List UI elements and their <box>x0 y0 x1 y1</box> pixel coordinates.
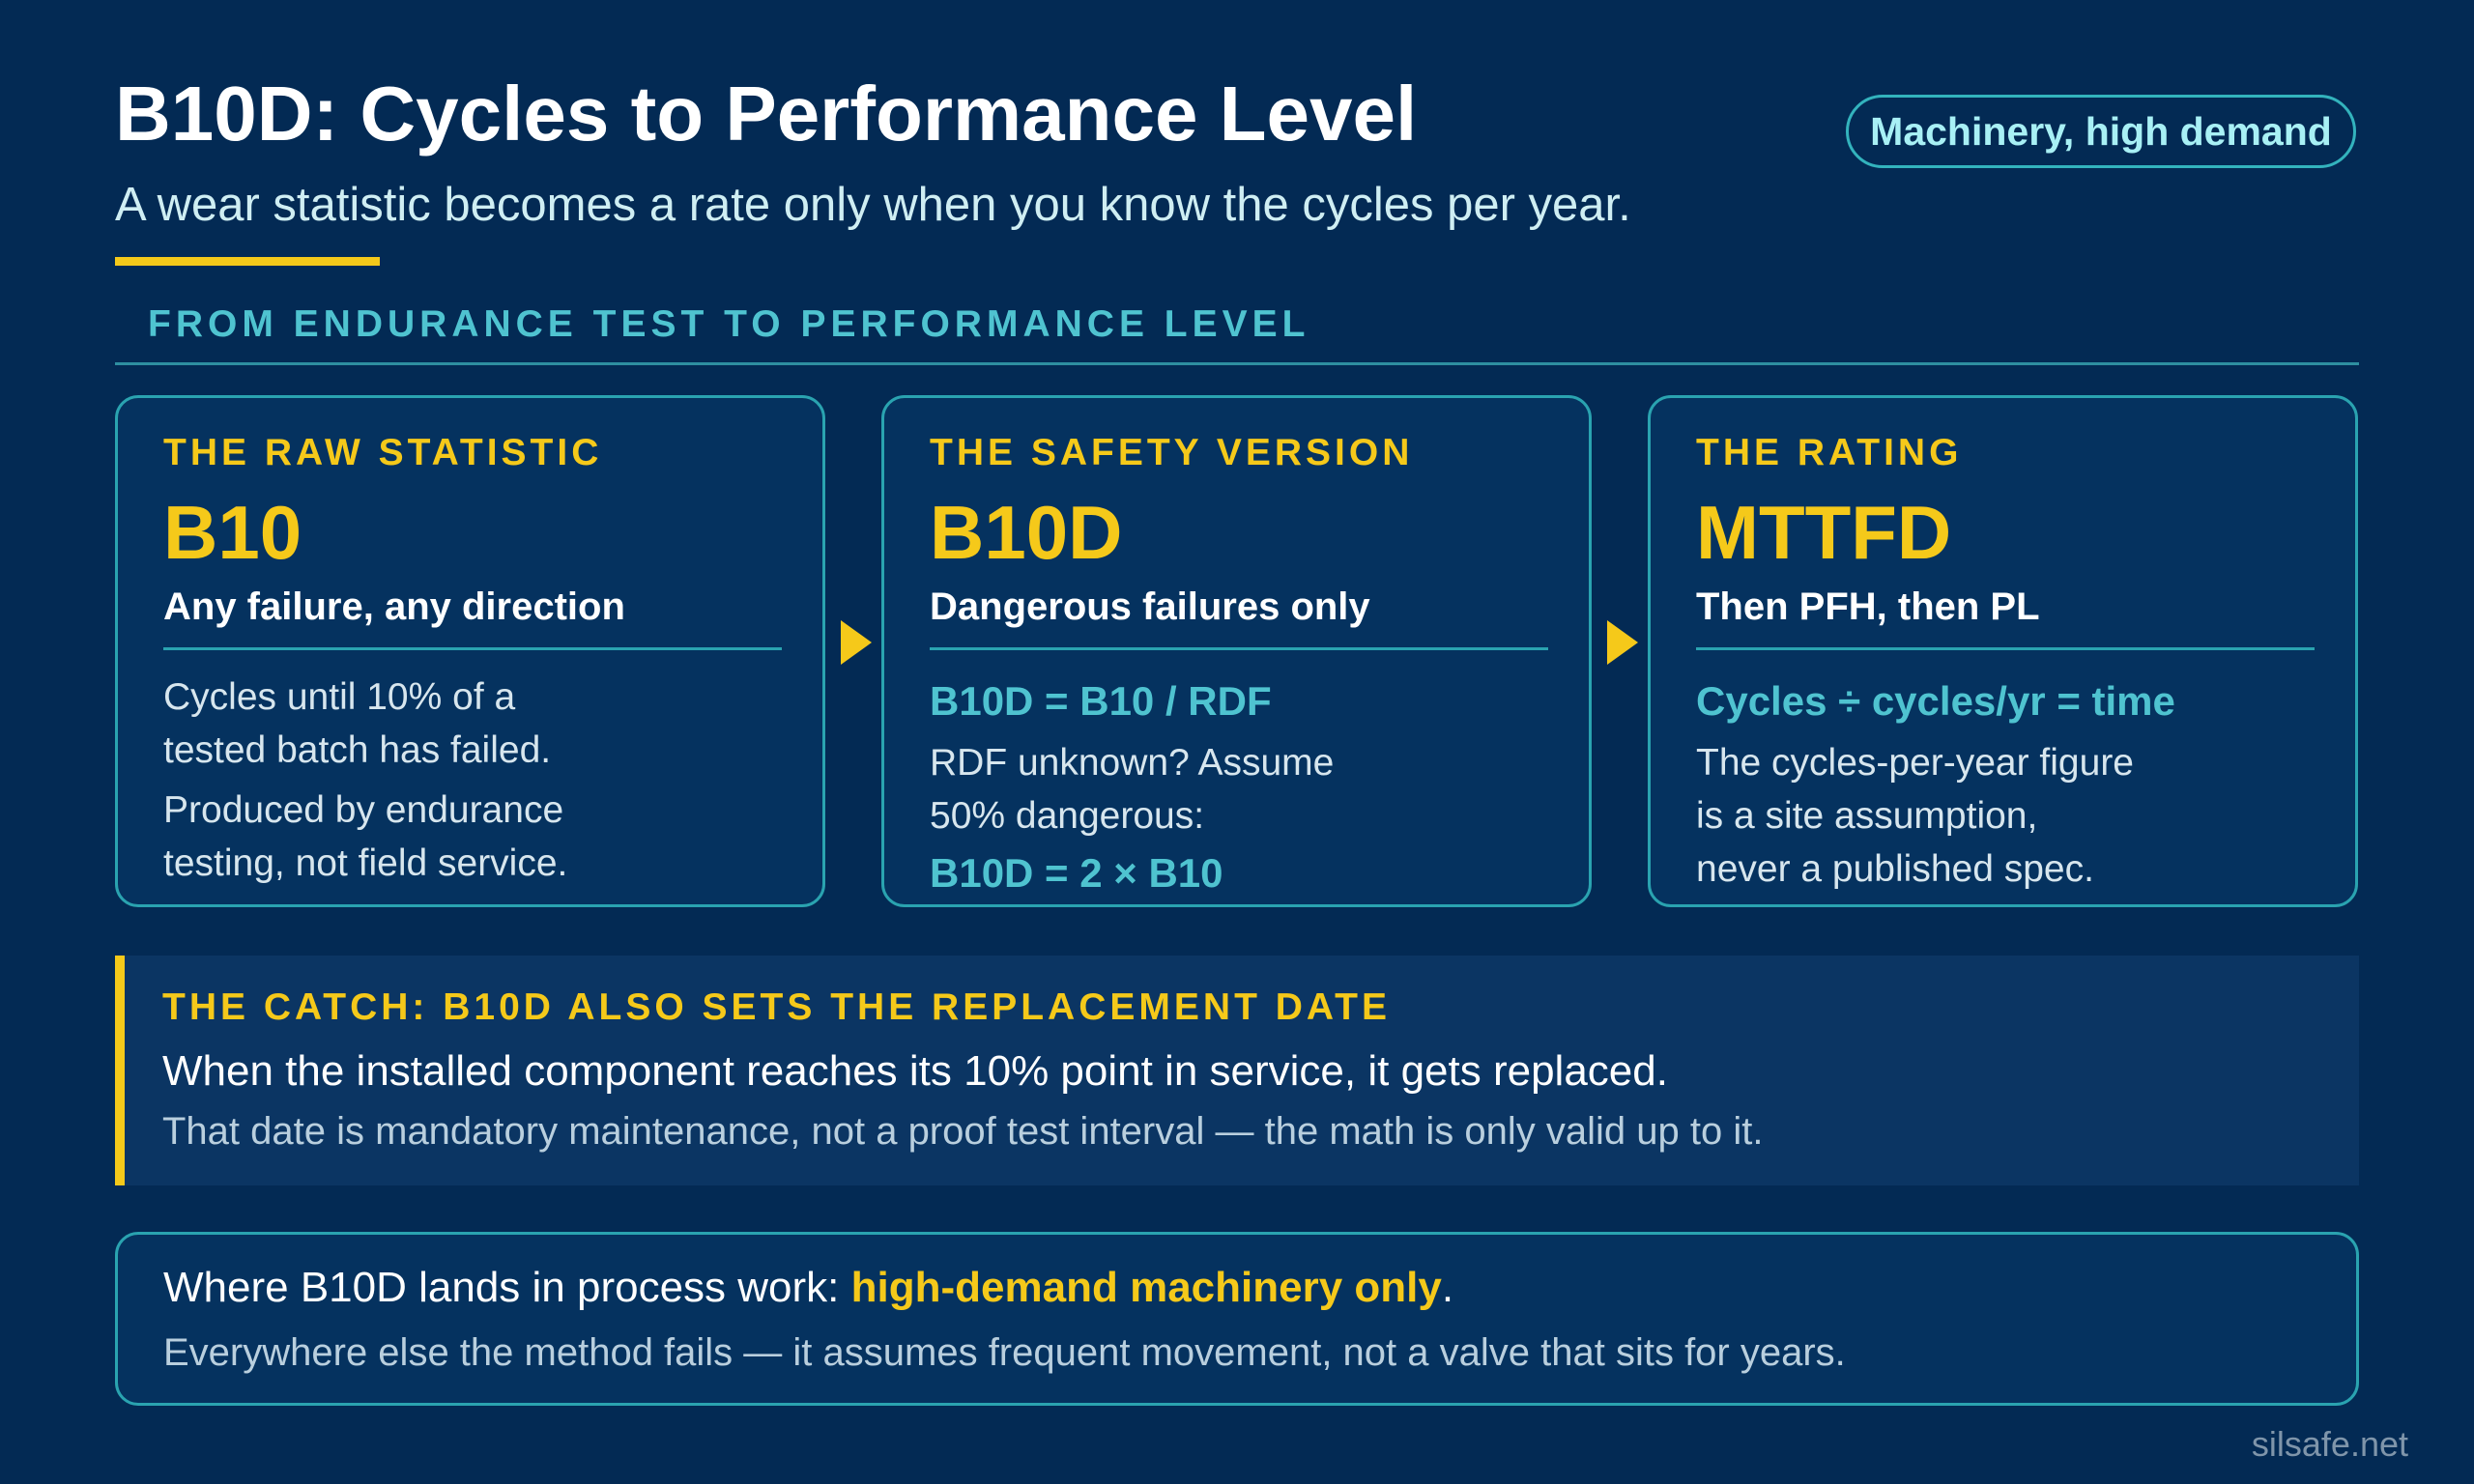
card-body-line: 50% dangerous: <box>930 795 1205 837</box>
card-body-line: The cycles-per-year figure <box>1696 742 2134 784</box>
applicability-suffix: . <box>1441 1264 1454 1311</box>
card-tagline: Then PFH, then PL <box>1696 585 2040 628</box>
card-formula: B10D = B10 / RDF <box>930 678 1272 724</box>
section-heading: FROM ENDURANCE TEST TO PERFORMANCE LEVEL <box>148 303 1310 345</box>
card-divider <box>930 647 1548 650</box>
callout-accent-bar <box>115 956 125 1185</box>
card-body-line: tested batch has failed. <box>163 729 552 771</box>
card-body-line: testing, not field service. <box>163 842 568 884</box>
title-underline <box>115 257 380 266</box>
card-metric: MTTFD <box>1696 490 1952 575</box>
section-divider <box>115 362 2359 365</box>
catch-note: That date is mandatory maintenance, not … <box>162 1110 1764 1153</box>
applicability-statement: Where B10D lands in process work: high-d… <box>163 1264 1453 1312</box>
catch-statement: When the installed component reaches its… <box>162 1047 1668 1095</box>
card-safety-version: THE SAFETY VERSION B10D Dangerous failur… <box>881 395 1592 907</box>
site-watermark: silsafe.net <box>2251 1424 2408 1464</box>
card-formula: Cycles ÷ cycles/yr = time <box>1696 678 2175 724</box>
flow-arrow-icon <box>841 620 872 665</box>
card-metric: B10D <box>930 490 1123 575</box>
card-divider <box>163 647 782 650</box>
applicability-note: Everywhere else the method fails — it as… <box>163 1331 1846 1374</box>
applicability-box: Where B10D lands in process work: high-d… <box>115 1232 2359 1406</box>
flow-arrow-icon <box>1607 620 1638 665</box>
card-body-line: RDF unknown? Assume <box>930 742 1335 784</box>
card-body-line: Cycles until 10% of a <box>163 676 516 718</box>
card-eyebrow: THE RAW STATISTIC <box>163 432 603 473</box>
card-formula-secondary: B10D = 2 × B10 <box>930 850 1223 896</box>
context-badge: Machinery, high demand <box>1846 95 2356 168</box>
card-raw-statistic: THE RAW STATISTIC B10 Any failure, any d… <box>115 395 825 907</box>
card-tagline: Dangerous failures only <box>930 585 1370 628</box>
card-rating: THE RATING MTTFD Then PFH, then PL Cycle… <box>1648 395 2358 907</box>
card-eyebrow: THE RATING <box>1696 432 1963 473</box>
catch-callout: THE CATCH: B10D ALSO SETS THE REPLACEMEN… <box>115 956 2359 1185</box>
card-divider <box>1696 647 2315 650</box>
card-body-line: Produced by endurance <box>163 789 564 831</box>
card-body-line: is a site assumption, <box>1696 795 2038 837</box>
page-title: B10D: Cycles to Performance Level <box>115 71 1418 157</box>
card-tagline: Any failure, any direction <box>163 585 625 628</box>
applicability-highlight: high-demand machinery only <box>850 1264 1442 1311</box>
catch-heading: THE CATCH: B10D ALSO SETS THE REPLACEMEN… <box>162 986 1391 1028</box>
card-metric: B10 <box>163 490 302 575</box>
page-subtitle: A wear statistic becomes a rate only whe… <box>115 179 1631 231</box>
applicability-prefix: Where B10D lands in process work: <box>163 1264 851 1311</box>
card-body-line: never a published spec. <box>1696 848 2094 890</box>
card-eyebrow: THE SAFETY VERSION <box>930 432 1414 473</box>
